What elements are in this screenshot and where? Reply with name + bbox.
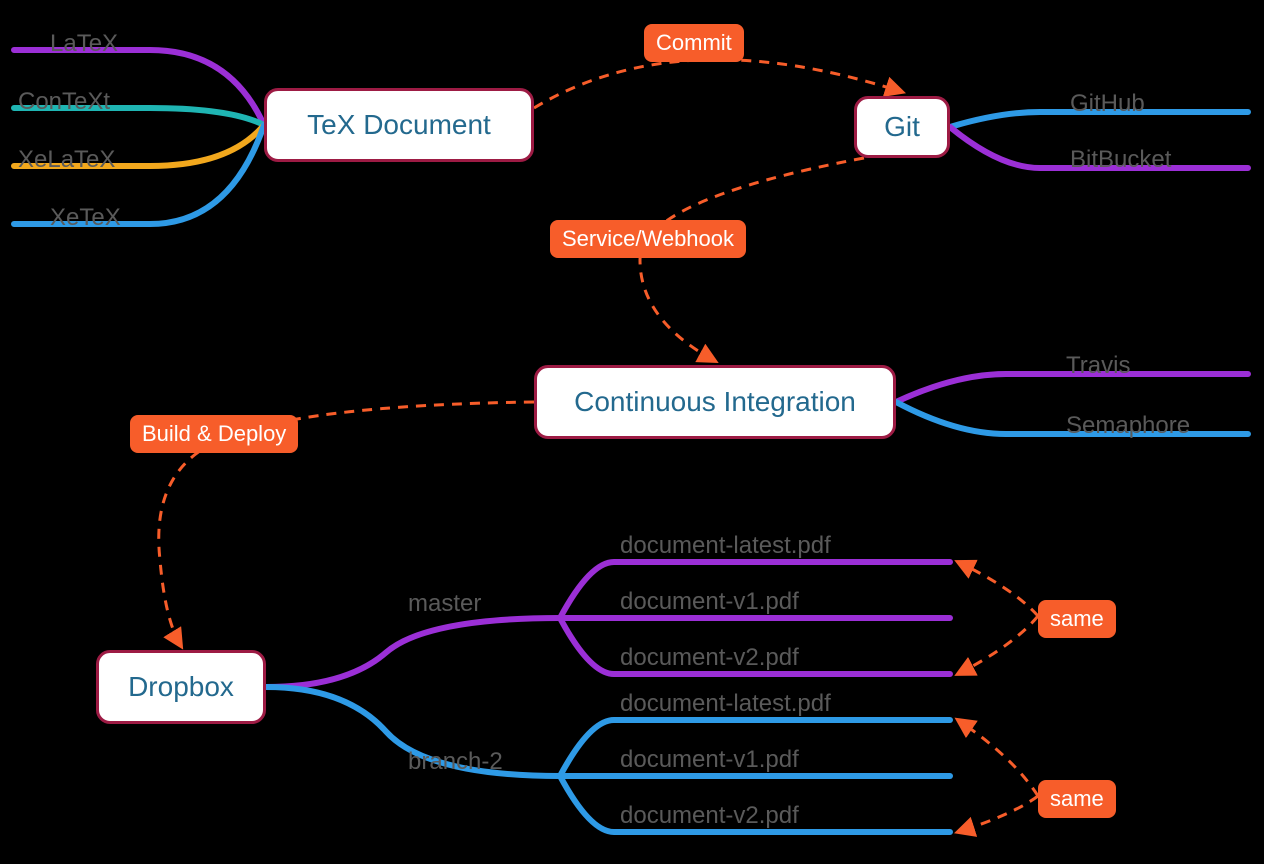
same-pointer-arrow — [958, 616, 1038, 674]
same-tag: same — [1038, 600, 1116, 638]
same-tag: same — [1038, 780, 1116, 818]
same-pointer-arrow — [958, 562, 1038, 616]
node-label: TeX Document — [307, 109, 491, 141]
flow-arrow-commit — [534, 60, 902, 108]
flow-tag-service: Service/Webhook — [550, 220, 746, 258]
dropbox-branch-name: branch-2 — [408, 748, 503, 776]
flow-tag-commit: Commit — [644, 24, 744, 62]
dropbox-file-label: document-v1.pdf — [620, 588, 799, 616]
dropbox-branch-trunk — [266, 618, 560, 687]
tex-input-label: XeTeX — [50, 204, 121, 232]
same-pointer-arrow — [958, 796, 1038, 832]
tex-input-label: ConTeXt — [18, 88, 110, 116]
node-label: Dropbox — [128, 671, 234, 703]
tex-input-label: LaTeX — [50, 30, 118, 58]
dropbox-file-label: document-latest.pdf — [620, 690, 831, 718]
node-git: Git — [854, 96, 950, 158]
git-service-label: BitBucket — [1070, 146, 1171, 174]
dropbox-file-label: document-v2.pdf — [620, 644, 799, 672]
node-ci: Continuous Integration — [534, 365, 896, 439]
dropbox-file-label: document-v2.pdf — [620, 802, 799, 830]
node-label: Continuous Integration — [574, 386, 856, 418]
ci-service-label: Semaphore — [1066, 412, 1190, 440]
flow-tag-build: Build & Deploy — [130, 415, 298, 453]
dropbox-file-label: document-v1.pdf — [620, 746, 799, 774]
tex-input-label: XeLaTeX — [18, 146, 115, 174]
dropbox-file-label: document-latest.pdf — [620, 532, 831, 560]
node-tex: TeX Document — [264, 88, 534, 162]
node-dbx: Dropbox — [96, 650, 266, 724]
git-service-label: GitHub — [1070, 90, 1145, 118]
ci-service-label: Travis — [1066, 352, 1130, 380]
node-label: Git — [884, 111, 920, 143]
dropbox-branch-name: master — [408, 590, 481, 618]
flow-arrow-service — [640, 158, 864, 361]
same-pointer-arrow — [958, 720, 1038, 796]
